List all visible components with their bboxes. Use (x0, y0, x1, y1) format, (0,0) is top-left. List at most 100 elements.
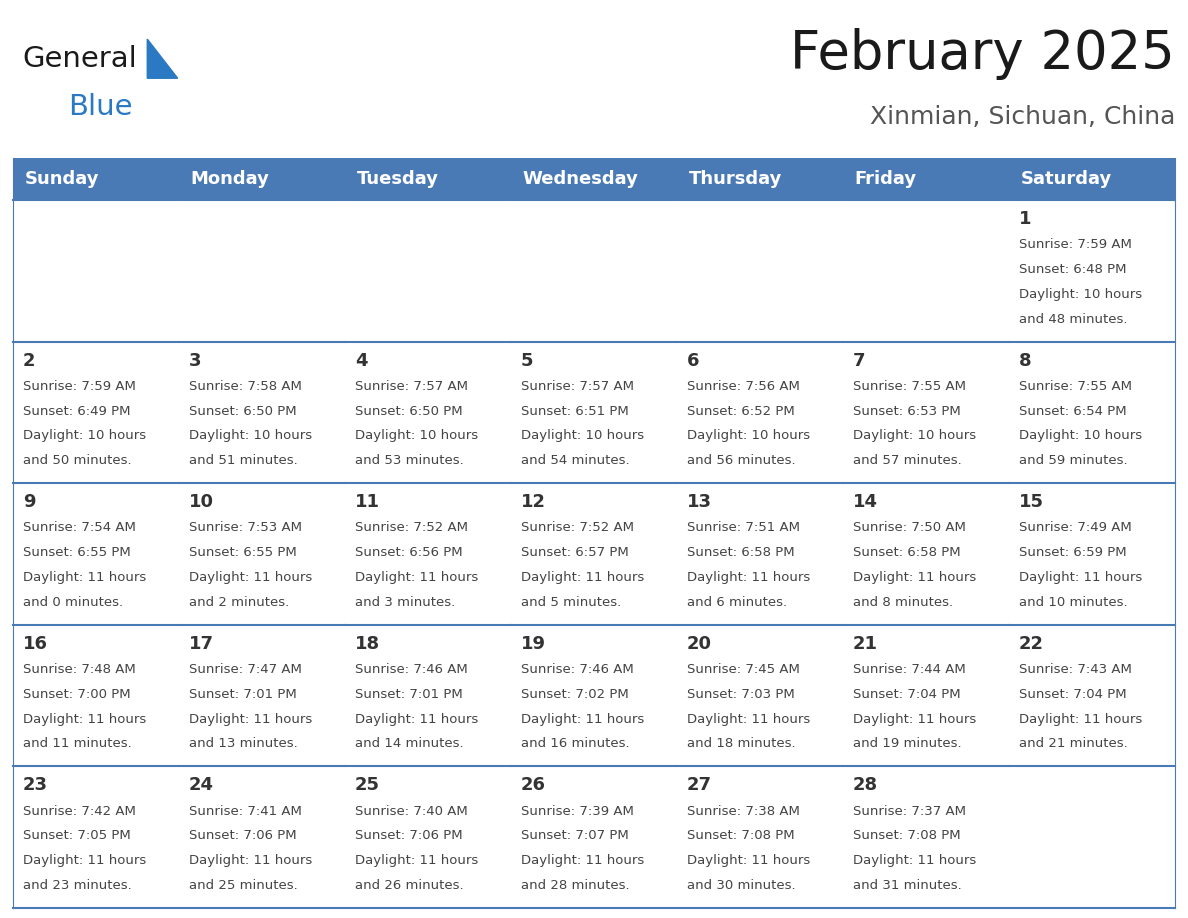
Text: Sunset: 6:58 PM: Sunset: 6:58 PM (853, 546, 961, 559)
Text: Sunrise: 7:58 AM: Sunrise: 7:58 AM (189, 380, 302, 393)
Text: Sunrise: 7:46 AM: Sunrise: 7:46 AM (522, 663, 633, 676)
Text: Sunrise: 7:50 AM: Sunrise: 7:50 AM (853, 521, 966, 534)
Text: Sunset: 6:54 PM: Sunset: 6:54 PM (1019, 405, 1126, 418)
Text: Sunset: 6:52 PM: Sunset: 6:52 PM (687, 405, 795, 418)
Text: Daylight: 11 hours: Daylight: 11 hours (853, 854, 977, 868)
Text: 9: 9 (23, 493, 36, 511)
Text: Sunset: 6:50 PM: Sunset: 6:50 PM (355, 405, 462, 418)
Text: Sunrise: 7:44 AM: Sunrise: 7:44 AM (853, 663, 966, 676)
Text: 10: 10 (189, 493, 214, 511)
Text: 25: 25 (355, 777, 380, 794)
Text: 12: 12 (522, 493, 546, 511)
Text: and 31 minutes.: and 31 minutes. (853, 879, 962, 892)
Text: and 14 minutes.: and 14 minutes. (355, 737, 463, 750)
Text: Sunset: 7:07 PM: Sunset: 7:07 PM (522, 829, 628, 843)
Text: Sunrise: 7:42 AM: Sunrise: 7:42 AM (23, 805, 135, 818)
Text: 11: 11 (355, 493, 380, 511)
Text: 8: 8 (1019, 352, 1031, 370)
Text: 17: 17 (189, 634, 214, 653)
Text: and 57 minutes.: and 57 minutes. (853, 454, 962, 467)
Text: Sunrise: 7:47 AM: Sunrise: 7:47 AM (189, 663, 302, 676)
Text: Blue: Blue (68, 94, 132, 121)
Text: and 18 minutes.: and 18 minutes. (687, 737, 796, 750)
Text: and 5 minutes.: and 5 minutes. (522, 596, 621, 609)
Text: Sunset: 6:48 PM: Sunset: 6:48 PM (1019, 263, 1126, 276)
Text: February 2025: February 2025 (790, 28, 1175, 80)
Text: Sunset: 6:49 PM: Sunset: 6:49 PM (23, 405, 131, 418)
Polygon shape (147, 39, 178, 78)
Text: 7: 7 (853, 352, 866, 370)
Text: Daylight: 11 hours: Daylight: 11 hours (1019, 712, 1142, 725)
Text: Sunset: 6:53 PM: Sunset: 6:53 PM (853, 405, 961, 418)
Text: Daylight: 10 hours: Daylight: 10 hours (189, 430, 312, 442)
Text: General: General (23, 45, 138, 73)
Text: Sunset: 6:55 PM: Sunset: 6:55 PM (23, 546, 131, 559)
Text: 13: 13 (687, 493, 712, 511)
Text: Sunrise: 7:53 AM: Sunrise: 7:53 AM (189, 521, 302, 534)
Text: and 30 minutes.: and 30 minutes. (687, 879, 796, 892)
Text: Friday: Friday (854, 170, 917, 188)
Text: Daylight: 11 hours: Daylight: 11 hours (522, 854, 644, 868)
Text: 26: 26 (522, 777, 546, 794)
Text: Sunrise: 7:59 AM: Sunrise: 7:59 AM (23, 380, 135, 393)
Text: Sunrise: 7:51 AM: Sunrise: 7:51 AM (687, 521, 800, 534)
Text: Daylight: 10 hours: Daylight: 10 hours (355, 430, 478, 442)
Text: Daylight: 11 hours: Daylight: 11 hours (189, 854, 312, 868)
Text: 3: 3 (189, 352, 202, 370)
Text: Sunrise: 7:40 AM: Sunrise: 7:40 AM (355, 805, 468, 818)
Text: Daylight: 10 hours: Daylight: 10 hours (1019, 430, 1142, 442)
Text: and 50 minutes.: and 50 minutes. (23, 454, 132, 467)
Text: Daylight: 11 hours: Daylight: 11 hours (355, 712, 479, 725)
Text: and 54 minutes.: and 54 minutes. (522, 454, 630, 467)
Text: Sunset: 6:59 PM: Sunset: 6:59 PM (1019, 546, 1126, 559)
Text: and 26 minutes.: and 26 minutes. (355, 879, 463, 892)
Text: Sunset: 7:04 PM: Sunset: 7:04 PM (1019, 688, 1126, 700)
Text: Daylight: 11 hours: Daylight: 11 hours (23, 571, 146, 584)
Text: and 56 minutes.: and 56 minutes. (687, 454, 796, 467)
Text: 4: 4 (355, 352, 367, 370)
Text: Sunrise: 7:46 AM: Sunrise: 7:46 AM (355, 663, 468, 676)
Text: Sunday: Sunday (25, 170, 99, 188)
Text: Daylight: 11 hours: Daylight: 11 hours (23, 712, 146, 725)
Text: Sunset: 7:05 PM: Sunset: 7:05 PM (23, 829, 131, 843)
Text: and 13 minutes.: and 13 minutes. (189, 737, 298, 750)
Text: Xinmian, Sichuan, China: Xinmian, Sichuan, China (870, 106, 1175, 129)
Text: 19: 19 (522, 634, 546, 653)
Text: Daylight: 11 hours: Daylight: 11 hours (189, 712, 312, 725)
Text: Sunset: 7:04 PM: Sunset: 7:04 PM (853, 688, 961, 700)
Text: Daylight: 10 hours: Daylight: 10 hours (687, 430, 810, 442)
Text: Sunset: 6:56 PM: Sunset: 6:56 PM (355, 546, 462, 559)
Text: Sunrise: 7:54 AM: Sunrise: 7:54 AM (23, 521, 135, 534)
Text: Daylight: 11 hours: Daylight: 11 hours (522, 571, 644, 584)
Text: and 11 minutes.: and 11 minutes. (23, 737, 132, 750)
Text: Thursday: Thursday (689, 170, 782, 188)
Text: and 53 minutes.: and 53 minutes. (355, 454, 463, 467)
Text: Daylight: 11 hours: Daylight: 11 hours (853, 571, 977, 584)
Text: and 28 minutes.: and 28 minutes. (522, 879, 630, 892)
Text: Wednesday: Wednesday (523, 170, 638, 188)
Text: Sunrise: 7:41 AM: Sunrise: 7:41 AM (189, 805, 302, 818)
Text: 6: 6 (687, 352, 700, 370)
Text: Daylight: 11 hours: Daylight: 11 hours (355, 571, 479, 584)
Text: 16: 16 (23, 634, 48, 653)
Text: Daylight: 11 hours: Daylight: 11 hours (189, 571, 312, 584)
Text: and 21 minutes.: and 21 minutes. (1019, 737, 1127, 750)
Text: Sunset: 6:58 PM: Sunset: 6:58 PM (687, 546, 795, 559)
Text: 5: 5 (522, 352, 533, 370)
Text: Sunset: 6:51 PM: Sunset: 6:51 PM (522, 405, 628, 418)
Text: and 25 minutes.: and 25 minutes. (189, 879, 298, 892)
Text: Sunset: 7:06 PM: Sunset: 7:06 PM (355, 829, 462, 843)
Text: Sunset: 7:01 PM: Sunset: 7:01 PM (189, 688, 297, 700)
Text: Sunset: 6:57 PM: Sunset: 6:57 PM (522, 546, 628, 559)
Text: and 2 minutes.: and 2 minutes. (189, 596, 289, 609)
Text: Daylight: 10 hours: Daylight: 10 hours (1019, 287, 1142, 301)
Text: 21: 21 (853, 634, 878, 653)
Text: and 6 minutes.: and 6 minutes. (687, 596, 788, 609)
Text: 15: 15 (1019, 493, 1044, 511)
Text: 22: 22 (1019, 634, 1044, 653)
Text: Daylight: 11 hours: Daylight: 11 hours (1019, 571, 1142, 584)
Text: Daylight: 11 hours: Daylight: 11 hours (687, 712, 810, 725)
Text: and 48 minutes.: and 48 minutes. (1019, 312, 1127, 326)
Text: Sunrise: 7:59 AM: Sunrise: 7:59 AM (1019, 239, 1132, 252)
Text: Sunset: 7:08 PM: Sunset: 7:08 PM (687, 829, 795, 843)
